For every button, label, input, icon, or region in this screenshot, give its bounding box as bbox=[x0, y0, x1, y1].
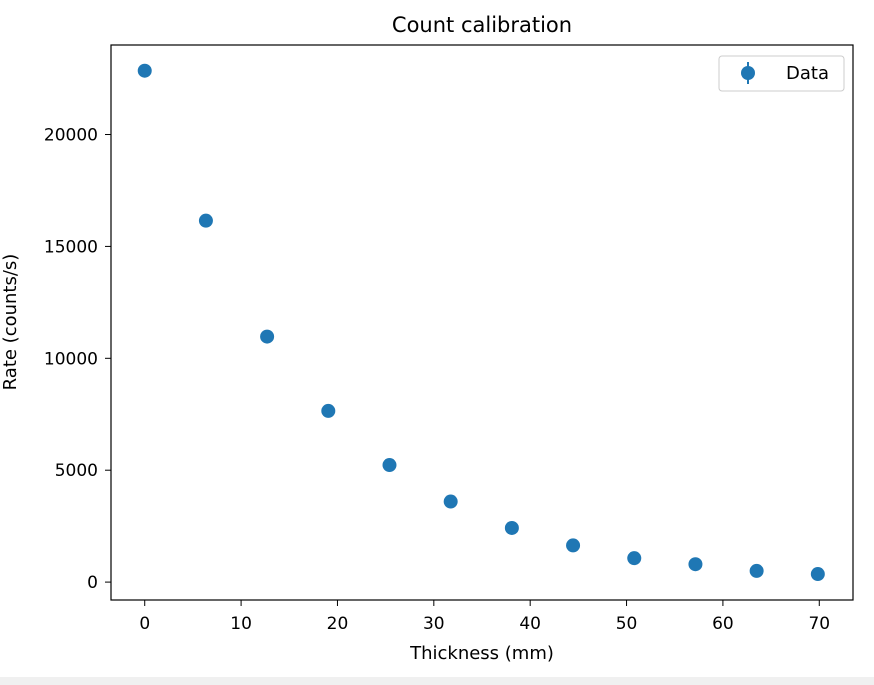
y-tick-label: 10000 bbox=[44, 349, 98, 369]
x-axis-label: Thickness (mm) bbox=[409, 643, 554, 664]
data-point bbox=[566, 538, 581, 553]
y-tick-label: 15000 bbox=[44, 237, 98, 257]
data-point bbox=[382, 458, 397, 473]
x-tick-label: 60 bbox=[712, 614, 734, 634]
x-tick-label: 30 bbox=[423, 614, 445, 634]
y-axis-label: Rate (counts/s) bbox=[0, 254, 21, 391]
x-tick-label: 70 bbox=[808, 614, 830, 634]
data-point bbox=[749, 563, 764, 578]
data-point bbox=[627, 551, 642, 566]
data-series bbox=[137, 63, 825, 582]
x-axis: 0 10 20 30 40 50 60 70 bbox=[139, 600, 830, 634]
window-bottom-strip bbox=[0, 677, 874, 685]
data-point bbox=[443, 494, 458, 509]
data-point bbox=[321, 403, 336, 418]
y-tick-label: 20000 bbox=[44, 126, 98, 146]
data-point bbox=[504, 520, 519, 535]
data-point bbox=[810, 567, 825, 582]
x-tick-label: 40 bbox=[519, 614, 541, 634]
x-tick-label: 0 bbox=[139, 614, 150, 634]
legend-label: Data bbox=[786, 63, 829, 84]
x-tick-label: 10 bbox=[230, 614, 252, 634]
y-tick-label: 5000 bbox=[55, 461, 98, 481]
data-point bbox=[198, 213, 213, 228]
y-axis: 0 5000 10000 15000 20000 bbox=[44, 126, 111, 593]
y-tick-label: 0 bbox=[87, 573, 98, 593]
data-point bbox=[688, 557, 703, 572]
x-tick-label: 50 bbox=[616, 614, 638, 634]
legend: Data bbox=[718, 55, 845, 92]
legend-marker bbox=[741, 66, 755, 80]
x-tick-label: 20 bbox=[327, 614, 349, 634]
data-point bbox=[137, 63, 152, 78]
legend-box bbox=[718, 55, 845, 92]
plot-area bbox=[110, 44, 854, 601]
chart-title: Count calibration bbox=[392, 13, 572, 37]
data-point bbox=[260, 329, 275, 344]
